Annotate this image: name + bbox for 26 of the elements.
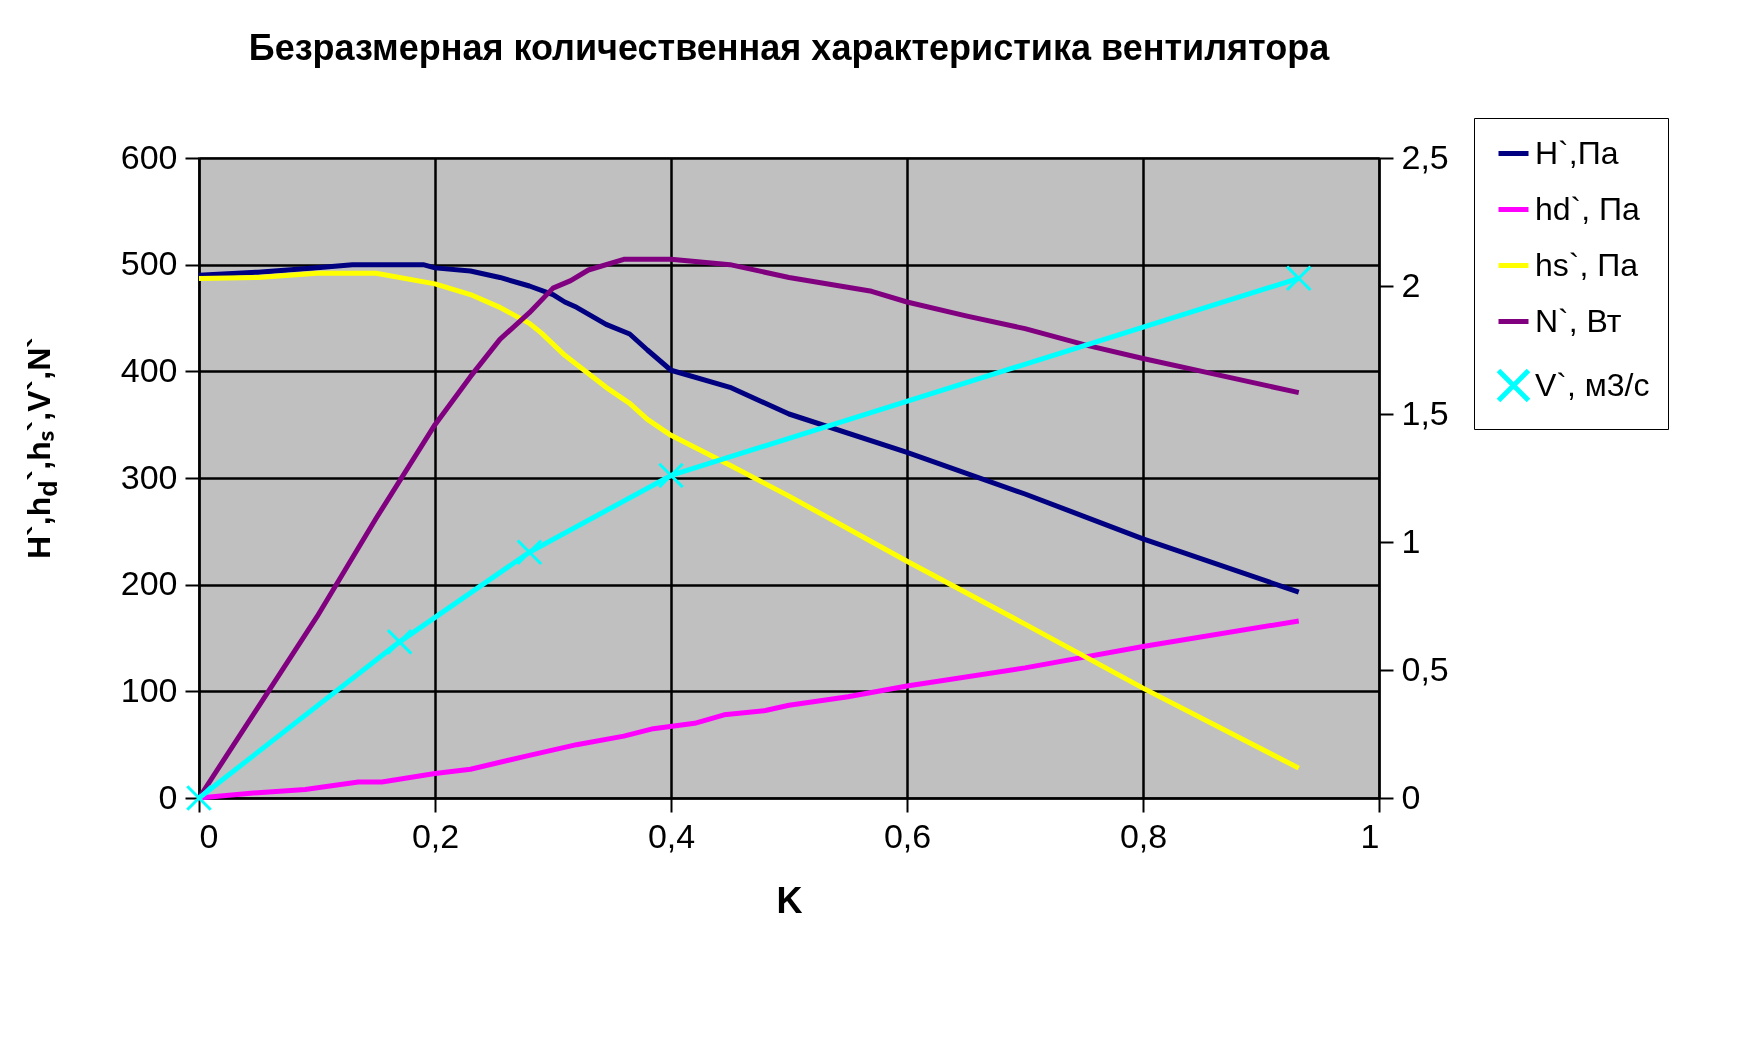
y-tick-label: 100 — [120, 670, 178, 709]
y2-tick-label: 0 — [1401, 777, 1421, 816]
y-tick-label: 0 — [158, 777, 178, 816]
legend-label: hs`, Па — [1535, 246, 1639, 283]
y2-tick-label: 2 — [1401, 265, 1421, 304]
x-tick-label: 0,4 — [647, 816, 696, 855]
x-axis-title: K — [776, 879, 803, 921]
y-tick-label: 400 — [120, 350, 178, 389]
legend-label: V`, м3/с — [1535, 366, 1650, 403]
x-tick-label: 0 — [199, 816, 219, 855]
y2-tick-label: 1,5 — [1401, 393, 1449, 432]
x-tick-label: 1 — [1360, 816, 1380, 855]
x-tick-label: 0,6 — [883, 816, 932, 855]
x-tick-label: 0,8 — [1119, 816, 1168, 855]
y-tick-label: 600 — [120, 137, 178, 176]
legend-label: H`,Па — [1535, 134, 1619, 171]
y-tick-label: 200 — [120, 564, 178, 603]
y-tick-label: 500 — [120, 244, 178, 283]
y-tick-label: 300 — [120, 457, 178, 496]
y2-tick-label: 1 — [1401, 521, 1421, 560]
legend-label: hd`, Па — [1535, 190, 1641, 227]
y2-tick-label: 2,5 — [1401, 137, 1449, 176]
y2-tick-label: 0,5 — [1401, 649, 1449, 688]
x-tick-label: 0,2 — [411, 816, 460, 855]
legend-label: N`, Вт — [1535, 302, 1622, 339]
chart-title: Безразмерная количественная характеристика вентилятора — [248, 26, 1331, 68]
